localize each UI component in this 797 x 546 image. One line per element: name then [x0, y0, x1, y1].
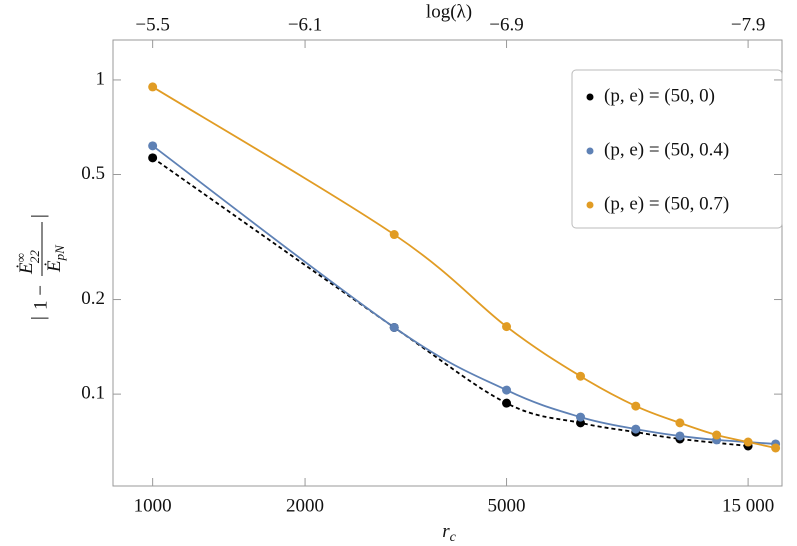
- y-tick-label: 0.2: [81, 288, 105, 309]
- data-point: [502, 385, 512, 395]
- y-axis-title: | 1 − Ė∞22 ĖpN |: [13, 214, 67, 320]
- legend-label: (p, e) = (50, 0.4): [604, 139, 729, 160]
- num-sup: ∞: [13, 253, 28, 262]
- plot-frame: [112, 39, 783, 487]
- x2-tick-label: −6.1: [288, 14, 322, 35]
- num-base: Ė: [16, 262, 37, 275]
- data-point: [502, 322, 512, 332]
- x-tick-label: 5000: [488, 495, 526, 516]
- x2-tick-label: −6.9: [489, 14, 523, 35]
- y-tick-label: 0.5: [81, 163, 105, 184]
- top-axis-title: log(λ): [426, 1, 472, 22]
- den-sub: pN: [52, 244, 67, 262]
- data-point: [771, 443, 781, 453]
- data-point: [576, 412, 586, 422]
- x-tick-label: 15 000: [722, 495, 774, 516]
- legend-marker: [586, 201, 594, 209]
- legend-marker: [586, 147, 594, 155]
- data-point: [389, 322, 399, 332]
- series-line: [152, 145, 776, 445]
- x-label-sub: c: [450, 530, 457, 545]
- y-tick-label: 1: [96, 68, 106, 89]
- x-label-base: r: [442, 521, 450, 542]
- data-point: [389, 230, 399, 240]
- x-axis-title: rc: [442, 521, 456, 545]
- abs-bar: |: [28, 316, 49, 320]
- num-sub: 22: [27, 250, 42, 264]
- data-point: [631, 401, 641, 411]
- x-tick-label: 1000: [134, 495, 172, 516]
- legend-marker: [586, 93, 594, 101]
- data-point: [148, 82, 158, 92]
- y-label-numerator: Ė∞22: [13, 250, 42, 275]
- data-point: [743, 437, 753, 447]
- y-tick-label: 0.1: [81, 382, 105, 403]
- x2-tick-label: −7.9: [731, 14, 765, 35]
- legend-label: (p, e) = (50, 0): [604, 85, 715, 106]
- series-line: [152, 86, 776, 449]
- data-point: [631, 424, 641, 434]
- y-label-denominator: ĖpN: [44, 244, 67, 273]
- data-point: [576, 371, 586, 381]
- x2-tick-label: −5.5: [135, 14, 169, 35]
- data-point: [675, 418, 685, 428]
- legend-box: [571, 69, 783, 229]
- den-base: Ė: [44, 260, 65, 273]
- data-point: [148, 153, 158, 163]
- data-point: [712, 430, 722, 440]
- data-point: [148, 141, 158, 151]
- y-label-prefix: 1 −: [30, 285, 51, 310]
- data-point: [675, 431, 685, 441]
- data-point: [502, 398, 512, 408]
- abs-bar: |: [28, 214, 49, 218]
- x-tick-label: 2000: [286, 495, 324, 516]
- legend-label: (p, e) = (50, 0.7): [604, 193, 729, 214]
